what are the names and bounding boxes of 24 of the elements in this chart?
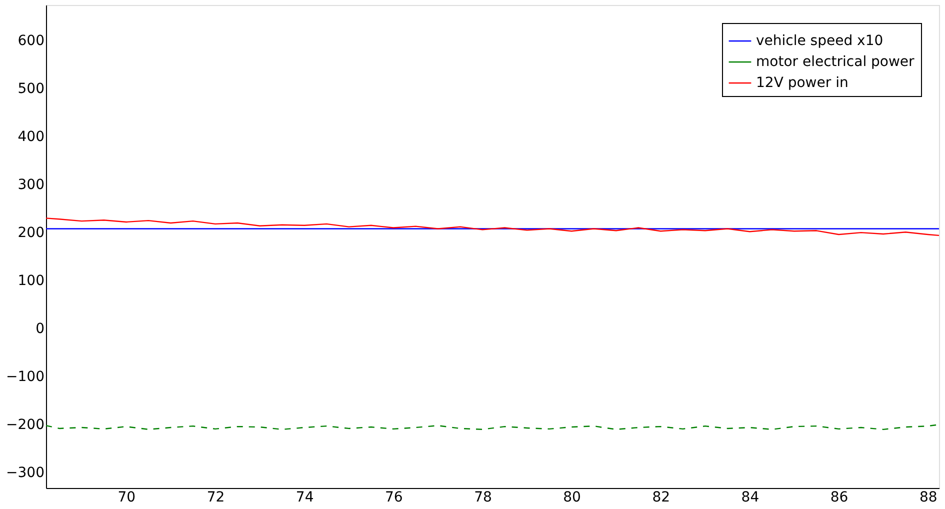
- x-tick-label: 76: [384, 490, 403, 506]
- x-tick-label: 72: [206, 490, 225, 506]
- y-tick-label: 0: [36, 321, 44, 338]
- x-tick-label: 82: [652, 490, 670, 506]
- x-tick-label: 86: [830, 490, 848, 506]
- legend-label: 12V power in: [756, 75, 848, 91]
- x-tick-label: 78: [474, 490, 492, 506]
- x-tick-label: 84: [741, 490, 760, 506]
- y-tick-label: −100: [6, 369, 44, 386]
- legend-label: motor electrical power: [756, 54, 915, 70]
- legend-label: vehicle speed x10: [756, 33, 884, 49]
- x-tick-label: 74: [296, 490, 314, 506]
- x-tick-label: 80: [563, 490, 581, 506]
- y-tick-label: 200: [18, 225, 44, 242]
- x-tick-label: 70: [118, 490, 136, 506]
- y-tick-label: 300: [18, 177, 44, 194]
- y-tick-label: 500: [18, 81, 44, 98]
- line-series: [45, 218, 940, 236]
- y-tick-label: 400: [18, 129, 44, 146]
- y-tick-label: 100: [18, 273, 44, 290]
- x-tick-label: 88: [919, 490, 938, 506]
- y-tick-label: −200: [6, 417, 44, 434]
- y-tick-label: 600: [18, 33, 44, 50]
- y-tick-label: −300: [6, 465, 44, 482]
